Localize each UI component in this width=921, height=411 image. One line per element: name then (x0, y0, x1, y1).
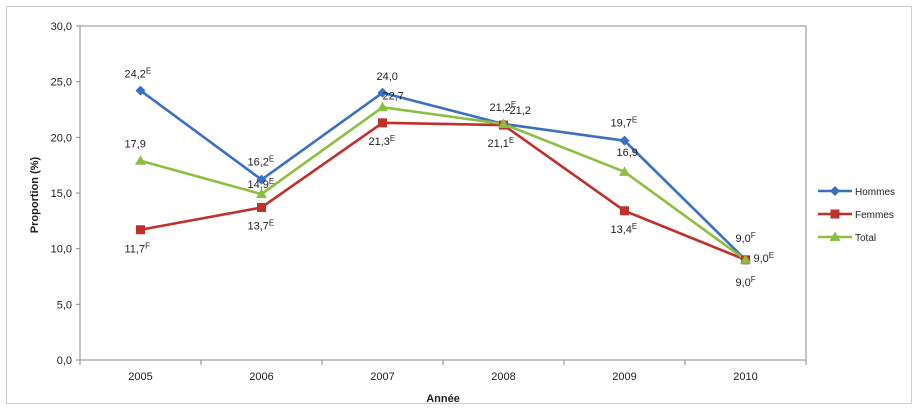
legend: Hommes Femmes Total (818, 186, 895, 244)
hommes-data-label: 21,2E (490, 100, 517, 114)
hommes-point (135, 85, 146, 96)
x-tick-label: 2010 (733, 371, 757, 383)
hommes-data-label: 19,7E (611, 116, 638, 130)
y-tick-label: 20,0 (51, 132, 72, 144)
femmes-point (378, 118, 387, 128)
x-tick-label: 2007 (370, 371, 394, 383)
total-data-label: 16,9 (617, 147, 638, 159)
total-point (740, 254, 751, 264)
femmes-data-label: 9,0E (754, 251, 775, 265)
hommes-data-label: 24,2E (125, 67, 152, 81)
femmes-line (140, 121, 746, 262)
y-tick-label: 10,0 (51, 244, 72, 256)
total-data-label: 14,9E (248, 177, 275, 191)
femmes-data-label: 21,1E (488, 136, 515, 150)
legend-label: Hommes (855, 187, 895, 198)
y-axis-ticks: 0,0 5,0 10,0 15,0 20,0 25,0 30,0 (51, 21, 80, 367)
total-point (377, 101, 388, 112)
total-line (140, 105, 747, 261)
femmes-data-label: 13,7E (248, 218, 275, 232)
legend-item-total: Total (818, 231, 876, 244)
x-tick-label: 2006 (249, 371, 273, 383)
legend-marker (830, 186, 840, 196)
total-data-label: 17,9 (125, 139, 146, 151)
hommes-data-label: 24,0 (377, 71, 398, 83)
total-point (619, 166, 630, 176)
y-tick-label: 0,0 (57, 355, 72, 367)
y-axis-title: Proportion (%) (29, 156, 41, 233)
y-tick-label: 25,0 (51, 77, 72, 89)
hommes-line (139, 89, 747, 261)
femmes-data-label: 21,3E (369, 134, 396, 148)
total-data-label: 9,0F (736, 275, 756, 289)
femmes-point (257, 202, 266, 212)
legend-marker (830, 209, 840, 219)
hommes-point (619, 135, 630, 146)
x-tick-label: 2008 (491, 371, 515, 383)
total-point (498, 118, 509, 128)
plot-area (79, 25, 807, 361)
x-axis-title: Année (426, 393, 460, 405)
femmes-data-label: 11,7F (125, 242, 151, 256)
total-data-label: 22,7 (383, 90, 404, 102)
total-data-label: 21,2 (510, 105, 531, 117)
total-point (256, 188, 267, 199)
x-tick-label: 2005 (128, 371, 152, 383)
y-tick-label: 30,0 (51, 21, 72, 33)
femmes-data-label: 13,4E (611, 222, 638, 236)
hommes-point (377, 87, 388, 98)
data-labels: 24,2E 16,2E 24,0 21,2E 19,7E 9,0F 11,7F 13,7E 21… (125, 67, 775, 289)
y-tick-label: 5,0 (57, 299, 72, 311)
femmes-point (136, 225, 145, 235)
femmes-point (620, 206, 629, 216)
legend-item-hommes: Hommes (818, 186, 895, 198)
x-axis-ticks: 2005 2006 2007 2008 2009 2010 (79, 360, 807, 383)
legend-item-femmes: Femmes (818, 209, 894, 221)
legend-label: Total (855, 233, 876, 244)
x-tick-label: 2009 (612, 371, 636, 383)
series-group (135, 85, 751, 265)
legend-marker (829, 231, 841, 241)
hommes-data-label: 16,2E (248, 155, 275, 169)
hommes-point (256, 174, 267, 185)
legend-label: Femmes (855, 210, 894, 221)
y-tick-label: 15,0 (51, 188, 72, 200)
plot-border (79, 25, 807, 361)
total-point (135, 155, 146, 165)
hommes-data-label: 9,0F (736, 231, 756, 245)
